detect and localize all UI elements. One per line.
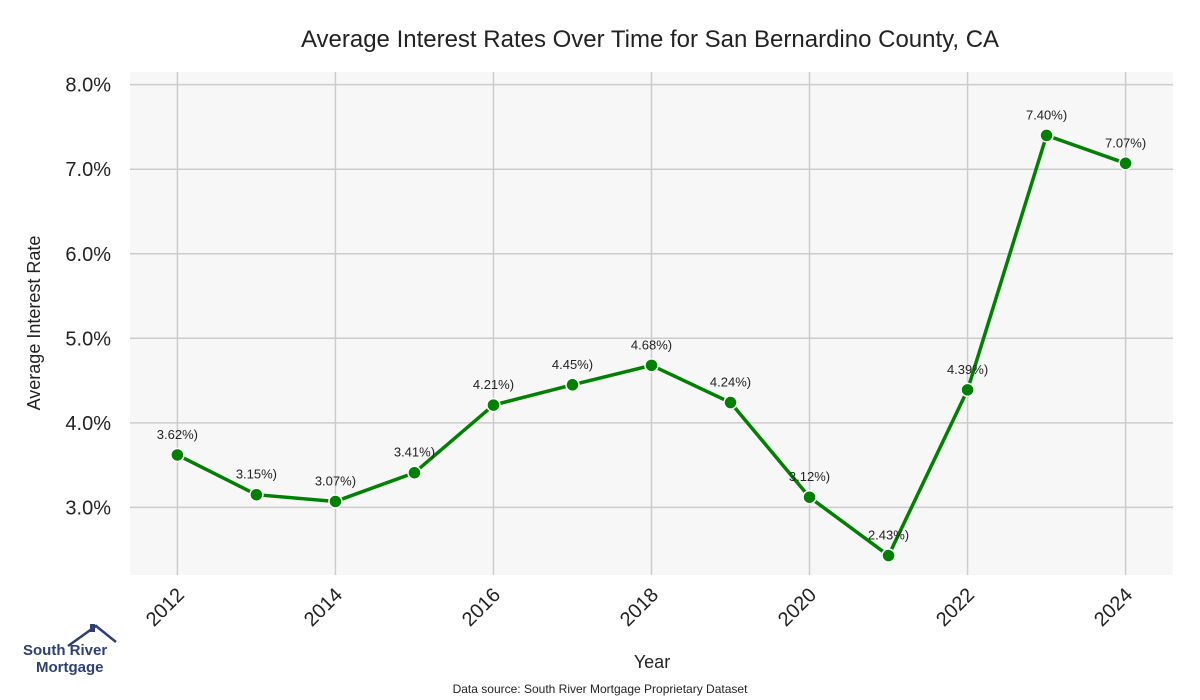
data-points [170,128,1133,563]
data-label: 3.07%) [315,473,356,488]
x-tick-label: 2020 [774,584,821,631]
y-tick-label: 8.0% [65,75,111,97]
y-tick-label: 6.0% [65,244,111,266]
x-tick-label: 2018 [616,584,663,631]
x-tick-label: 2024 [1090,584,1137,631]
x-tick-label: 2014 [300,584,347,631]
south-river-mortgage-logo: South River Mortgage [18,620,118,682]
data-point [328,494,343,509]
data-label: 4.21%) [473,377,514,392]
x-tick-label: 2022 [932,584,979,631]
y-tick-label: 3.0% [65,497,111,519]
data-point [565,377,580,393]
data-label: 7.07%) [1105,135,1146,150]
data-point [170,447,185,463]
data-label: 3.41%) [394,445,435,460]
data-label: 3.15%) [236,467,277,482]
data-point [1039,128,1054,143]
x-tick-label: 2012 [142,584,189,631]
data-source-note: Data source: South River Mortgage Propri… [453,682,748,696]
data-point [644,358,659,373]
house-roof-icon [67,624,117,648]
logo-text-line1: South River [23,642,108,659]
data-label: 3.12%) [789,469,830,484]
y-tick-label: 7.0% [65,159,111,181]
data-point [881,548,896,563]
data-point [486,397,501,413]
y-axis-label: Average Interest Rate [24,236,44,411]
data-point [407,465,422,480]
data-point [723,395,738,410]
data-point [960,382,975,398]
data-label: 4.45%) [552,357,593,372]
x-tick-label: 2016 [458,584,505,631]
x-axis-label: Year [634,652,670,672]
data-point [249,487,264,502]
chart-title: Average Interest Rates Over Time for San… [301,26,999,53]
data-point [802,489,817,505]
data-point [1118,156,1133,171]
logo-text-line2: Mortgage [36,659,104,676]
y-tick-label: 4.0% [65,413,111,435]
data-label: 4.39%) [947,362,988,377]
data-label: 2.43%) [868,528,909,543]
data-labels: 3.62%) 3.15%) 3.07%) 3.41%) 4.21%) 4.45%) 4.68… [157,107,1146,542]
y-tick-label: 5.0% [65,328,111,350]
data-label: 4.68%) [631,337,672,352]
data-label: 3.62%) [157,427,198,442]
y-axis-ticks: 3.0% 4.0% 5.0% 6.0% 7.0% 8.0% [65,75,111,520]
data-label: 7.40%) [1026,107,1067,122]
data-label: 4.24%) [710,375,751,390]
x-axis-ticks: 2012 2014 2016 2018 2020 2022 2024 [142,584,1137,631]
